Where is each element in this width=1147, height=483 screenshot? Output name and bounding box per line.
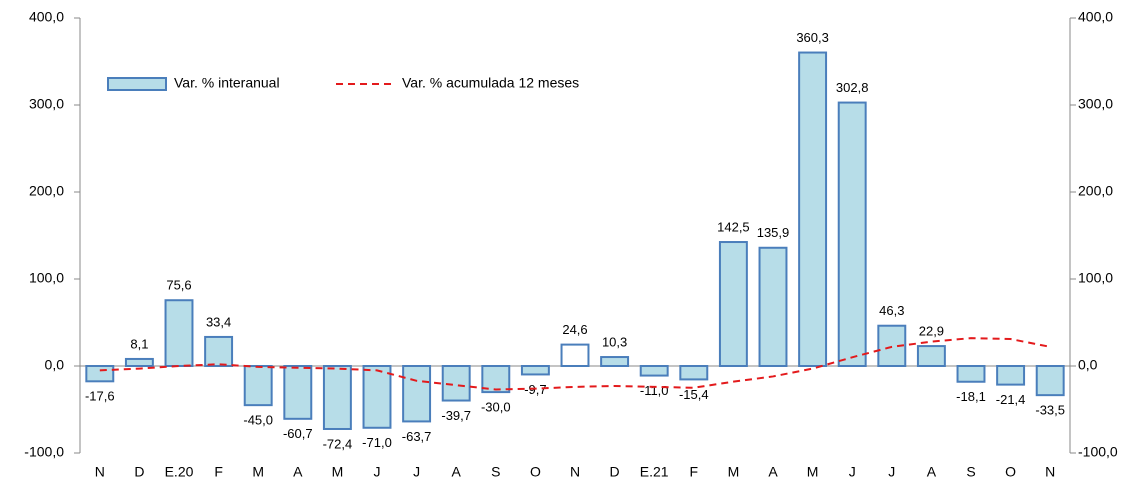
data-label: 10,3	[602, 334, 627, 349]
data-label: -60,7	[283, 426, 313, 441]
x-tick-label: A	[768, 464, 778, 480]
x-tick-label: M	[807, 464, 819, 480]
x-tick-label: J	[374, 464, 381, 480]
bar	[164, 299, 194, 367]
data-label: -15,4	[679, 387, 709, 402]
bar	[718, 241, 748, 367]
legend-label: Var. % interanual	[174, 75, 280, 91]
x-tick-label: N	[95, 464, 105, 480]
y-tick-label: 300,0	[29, 96, 64, 112]
data-label: 8,1	[130, 336, 148, 351]
bar	[362, 365, 392, 429]
data-label: -33,5	[1035, 403, 1065, 418]
y-tick-label: 400,0	[29, 9, 64, 25]
bar	[124, 357, 154, 368]
data-label: -11,0	[640, 383, 669, 398]
y-tick-label: 0,0	[45, 357, 65, 373]
bar	[600, 356, 630, 368]
y-tick-label: 200,0	[29, 183, 64, 199]
bar	[322, 365, 352, 430]
x-tick-label: E.21	[640, 464, 669, 480]
bar	[243, 365, 273, 407]
bar	[1035, 365, 1065, 397]
bar	[837, 101, 867, 368]
x-tick-label: N	[1045, 464, 1055, 480]
bar	[758, 246, 788, 367]
data-label: -30,0	[481, 400, 511, 415]
y-tick-label: 100,0	[29, 270, 64, 286]
y2-tick-label: -100,0	[1078, 444, 1118, 460]
x-tick-label: M	[252, 464, 264, 480]
x-tick-label: M	[332, 464, 344, 480]
x-tick-label: F	[214, 464, 223, 480]
x-tick-label: J	[888, 464, 895, 480]
x-tick-label: D	[134, 464, 144, 480]
bar	[85, 365, 115, 383]
data-label: -17,6	[85, 389, 115, 404]
x-tick-label: O	[1005, 464, 1016, 480]
data-label: -72,4	[323, 436, 353, 451]
bar	[560, 343, 590, 367]
data-label: -71,0	[362, 435, 392, 450]
y-tick-label: -100,0	[24, 444, 64, 460]
data-label: 22,9	[919, 324, 944, 339]
data-label: -21,4	[996, 392, 1026, 407]
x-tick-label: A	[293, 464, 303, 480]
data-label: 360,3	[796, 30, 829, 45]
bar	[996, 365, 1026, 386]
data-label: 142,5	[717, 219, 750, 234]
x-tick-label: J	[849, 464, 856, 480]
bar	[798, 51, 828, 367]
x-tick-label: M	[728, 464, 740, 480]
bar	[402, 365, 432, 423]
data-label: 33,4	[206, 314, 231, 329]
x-tick-label: A	[452, 464, 462, 480]
data-label: 24,6	[562, 322, 587, 337]
bar	[679, 365, 709, 381]
legend-swatch	[107, 77, 167, 91]
data-label: -45,0	[243, 413, 273, 428]
line	[99, 337, 1051, 391]
data-label: -18,1	[956, 389, 986, 404]
y2-tick-label: 300,0	[1078, 96, 1113, 112]
data-label: 46,3	[879, 303, 904, 318]
x-tick-label: N	[570, 464, 580, 480]
x-tick-label: S	[491, 464, 500, 480]
data-label: 75,6	[166, 278, 191, 293]
data-label: 302,8	[836, 80, 869, 95]
x-tick-label: J	[413, 464, 420, 480]
y2-tick-label: 400,0	[1078, 9, 1113, 25]
y2-tick-label: 200,0	[1078, 183, 1113, 199]
x-tick-label: O	[530, 464, 541, 480]
legend-label: Var. % acumulada 12 meses	[402, 75, 579, 91]
x-tick-label: A	[927, 464, 937, 480]
y2-tick-label: 100,0	[1078, 270, 1113, 286]
x-tick-label: D	[610, 464, 620, 480]
bar	[639, 365, 669, 377]
x-tick-label: S	[966, 464, 975, 480]
bar	[956, 365, 986, 383]
data-label: 135,9	[757, 225, 790, 240]
bar	[520, 365, 550, 376]
y2-tick-label: 0,0	[1078, 357, 1098, 373]
bar	[204, 335, 234, 367]
x-tick-label: F	[690, 464, 699, 480]
bar	[283, 365, 313, 420]
x-tick-label: E.20	[165, 464, 194, 480]
data-label: -63,7	[402, 429, 432, 444]
data-label: -39,7	[441, 408, 471, 423]
bar	[916, 345, 946, 367]
